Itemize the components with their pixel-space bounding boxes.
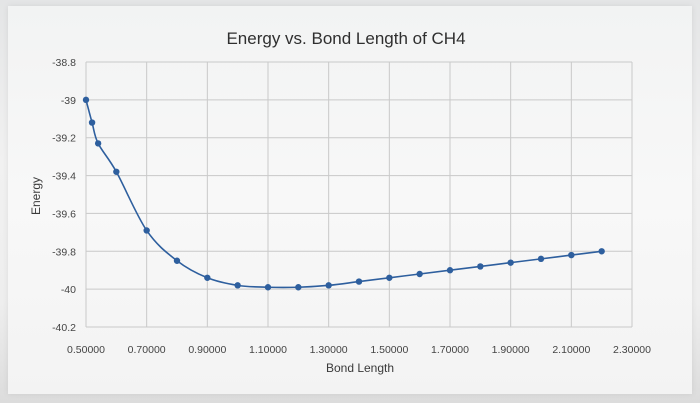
data-point — [94, 140, 102, 147]
data-point — [507, 259, 514, 266]
x-axis-title: Bond Length — [326, 361, 394, 375]
data-point — [204, 274, 211, 281]
data-point — [477, 263, 484, 270]
data-point — [416, 270, 423, 278]
x-tick-label: 1.70000 — [431, 344, 469, 356]
data-point — [568, 251, 575, 259]
curve-layer — [85, 99, 602, 289]
point-layer — [82, 96, 605, 291]
x-tick-label: 1.90000 — [492, 344, 530, 356]
x-tick-label: 0.50000 — [67, 344, 105, 356]
x-tick-label: 0.70000 — [128, 344, 166, 356]
series-line — [85, 99, 602, 289]
data-point — [386, 274, 393, 281]
data-point — [446, 267, 454, 274]
x-tick-label: 1.30000 — [310, 344, 348, 356]
y-tick-label: -39 — [61, 95, 76, 107]
data-point — [234, 282, 241, 289]
y-tick-label: -38.8 — [52, 57, 76, 69]
data-point — [537, 255, 545, 263]
y-axis-title: Energy — [29, 177, 43, 215]
x-tick-labels: 0.50000 0.70000 0.90000 1.10000 1.30000 1.500… — [67, 344, 651, 356]
chart-panel — [8, 6, 692, 394]
y-tick-label: -39.4 — [52, 171, 76, 183]
y-tick-label: -40.2 — [52, 322, 76, 334]
data-point — [355, 278, 363, 285]
y-tick-label: -40 — [61, 284, 76, 296]
y-tick-labels: -38.8 -39 -39.2 -39.4 -39.6 -39.8 -40 -40.2 — [52, 57, 76, 334]
x-tick-label: 2.10000 — [552, 344, 590, 356]
data-point — [82, 96, 90, 104]
y-tick-label: -39.2 — [52, 133, 76, 145]
x-tick-label: 0.90000 — [188, 344, 226, 356]
x-tick-label: 1.10000 — [249, 344, 287, 356]
data-point — [295, 284, 302, 291]
data-point — [598, 248, 605, 255]
data-point — [113, 168, 120, 175]
data-point — [325, 282, 332, 289]
x-tick-label: 2.30000 — [613, 344, 651, 356]
data-point — [264, 284, 272, 291]
grid-lines — [85, 61, 633, 328]
data-point — [88, 119, 96, 126]
data-point — [173, 257, 181, 264]
data-point — [143, 227, 150, 234]
x-tick-label: 1.50000 — [370, 344, 408, 356]
y-tick-label: -39.6 — [52, 208, 76, 220]
chart-title: Energy vs. Bond Length of CH4 — [226, 29, 465, 48]
y-tick-label: -39.8 — [52, 246, 76, 258]
